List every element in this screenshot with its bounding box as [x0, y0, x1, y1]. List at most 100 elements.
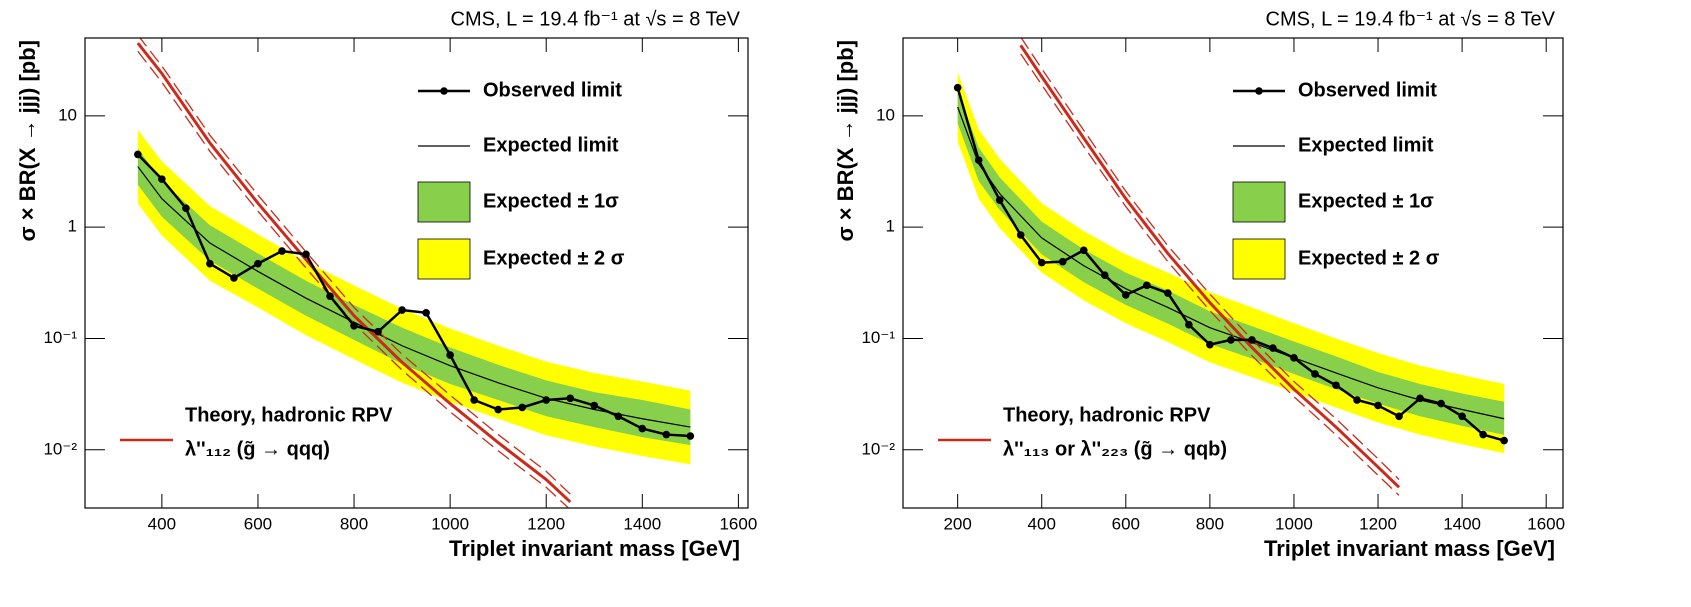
legend-swatch [417, 181, 471, 223]
observed-point [566, 394, 575, 403]
plot-frame [84, 37, 749, 509]
observed-point [1290, 354, 1298, 362]
observed-point [1269, 344, 1277, 352]
theory-uncertainty [1020, 38, 1400, 481]
y-axis-label: σ × BR(X → jjj) [pb] [15, 40, 40, 241]
observed-point [974, 156, 983, 164]
observed-point [1143, 281, 1151, 290]
y-tick-label: 10 [876, 105, 895, 124]
observed-point [1248, 336, 1256, 344]
legend-title: Theory, hadronic RPV [185, 404, 393, 426]
observed-point [662, 430, 671, 439]
observed-point [302, 250, 310, 259]
observed-point [614, 412, 623, 421]
observed-point [278, 247, 286, 255]
observed-point [995, 196, 1004, 204]
y-tick-label: 10⁻² [43, 439, 77, 458]
x-axis-label: Triplet invariant mass [GeV] [449, 536, 740, 561]
x-tick-label: 400 [1028, 514, 1056, 533]
observed-point [686, 432, 695, 440]
legend-label: Expected limit [483, 134, 619, 156]
expected-line [137, 166, 691, 428]
legend-label: Expected ± 1σ [483, 190, 619, 212]
theory-line [136, 42, 572, 504]
legend-swatch [417, 238, 471, 280]
x-tick-label: 1600 [1527, 514, 1565, 533]
legend-label: Expected limit [1298, 134, 1434, 156]
plot-frame [902, 37, 1564, 509]
observed-point [494, 405, 502, 414]
chart-title: CMS, L = 19.4 fb⁻¹ at √s = 8 TeV [451, 8, 741, 30]
y-tick-label: 10 [58, 105, 77, 124]
x-tick-label: 1400 [623, 514, 661, 533]
legend-label: λ''₁₁₃ or λ''₂₂₃ (g̃ → qqb) [1003, 438, 1227, 460]
observed-point [134, 150, 142, 159]
x-tick-label: 600 [244, 514, 272, 533]
x-tick-label: 800 [1196, 514, 1224, 533]
legend-swatch [440, 87, 448, 95]
x-tick-label: 1000 [431, 514, 469, 533]
observed-point [1185, 320, 1193, 329]
x-tick-label: 1000 [1275, 514, 1313, 533]
x-tick-label: 1200 [527, 514, 565, 533]
observed-point [590, 401, 599, 410]
observed-point [350, 321, 358, 330]
x-tick-label: 400 [148, 514, 176, 533]
x-axis-label: Triplet invariant mass [GeV] [1264, 536, 1555, 561]
band [137, 148, 691, 446]
observed-point [374, 327, 382, 336]
band [137, 129, 691, 465]
observed-point [542, 396, 551, 404]
plot-area [134, 38, 695, 508]
observed-point [422, 309, 430, 317]
y-tick-label: 10⁻² [861, 439, 895, 458]
theory-uncertainty [139, 38, 571, 495]
legend-label: Observed limit [1298, 79, 1437, 101]
y-axis-label: σ × BR(X → jjj) [pb] [833, 40, 858, 241]
observed-point [230, 274, 238, 282]
observed-point [1437, 399, 1445, 408]
observed-point [446, 351, 454, 359]
observed-point [1100, 271, 1109, 280]
legend-swatch [1232, 181, 1286, 223]
legend-label: Observed limit [483, 79, 622, 101]
observed-point [1395, 412, 1403, 421]
observed-point [1206, 340, 1214, 349]
band [957, 72, 1505, 454]
plot-area [953, 38, 1508, 496]
x-tick-label: 1200 [1359, 514, 1397, 533]
theory-uncertainty [1020, 53, 1400, 496]
legend-label: Expected ± 2 σ [1298, 247, 1440, 269]
legend-swatch [1255, 87, 1263, 95]
observed-point [953, 83, 962, 92]
observed-point [1058, 257, 1067, 266]
band [957, 90, 1505, 435]
y-tick-label: 10⁻¹ [861, 328, 895, 347]
chart-title: CMS, L = 19.4 fb⁻¹ at √s = 8 TeV [1266, 8, 1556, 30]
observed-point [1416, 394, 1424, 403]
x-tick-label: 600 [1112, 514, 1140, 533]
observed-point [1458, 412, 1466, 421]
theory-line [1019, 44, 1401, 489]
observed-point [206, 259, 214, 268]
x-tick-label: 200 [943, 514, 971, 533]
observed-point [1374, 401, 1382, 410]
observed-point [1037, 258, 1046, 267]
observed-point [326, 292, 334, 300]
observed-point [1164, 289, 1172, 297]
legend-label: Expected ± 2 σ [483, 247, 625, 269]
observed-point [518, 403, 526, 412]
observed-point [1122, 291, 1130, 299]
observed-line [136, 153, 691, 438]
observed-point [182, 204, 190, 212]
observed-point [1479, 430, 1487, 439]
y-tick-label: 1 [886, 217, 895, 236]
observed-point [470, 396, 478, 404]
expected-line [957, 106, 1505, 420]
legend-swatch [1232, 238, 1286, 280]
x-tick-label: 1600 [719, 514, 757, 533]
observed-point [638, 424, 647, 433]
y-tick-label: 10⁻¹ [43, 328, 77, 347]
observed-point [1500, 436, 1508, 445]
